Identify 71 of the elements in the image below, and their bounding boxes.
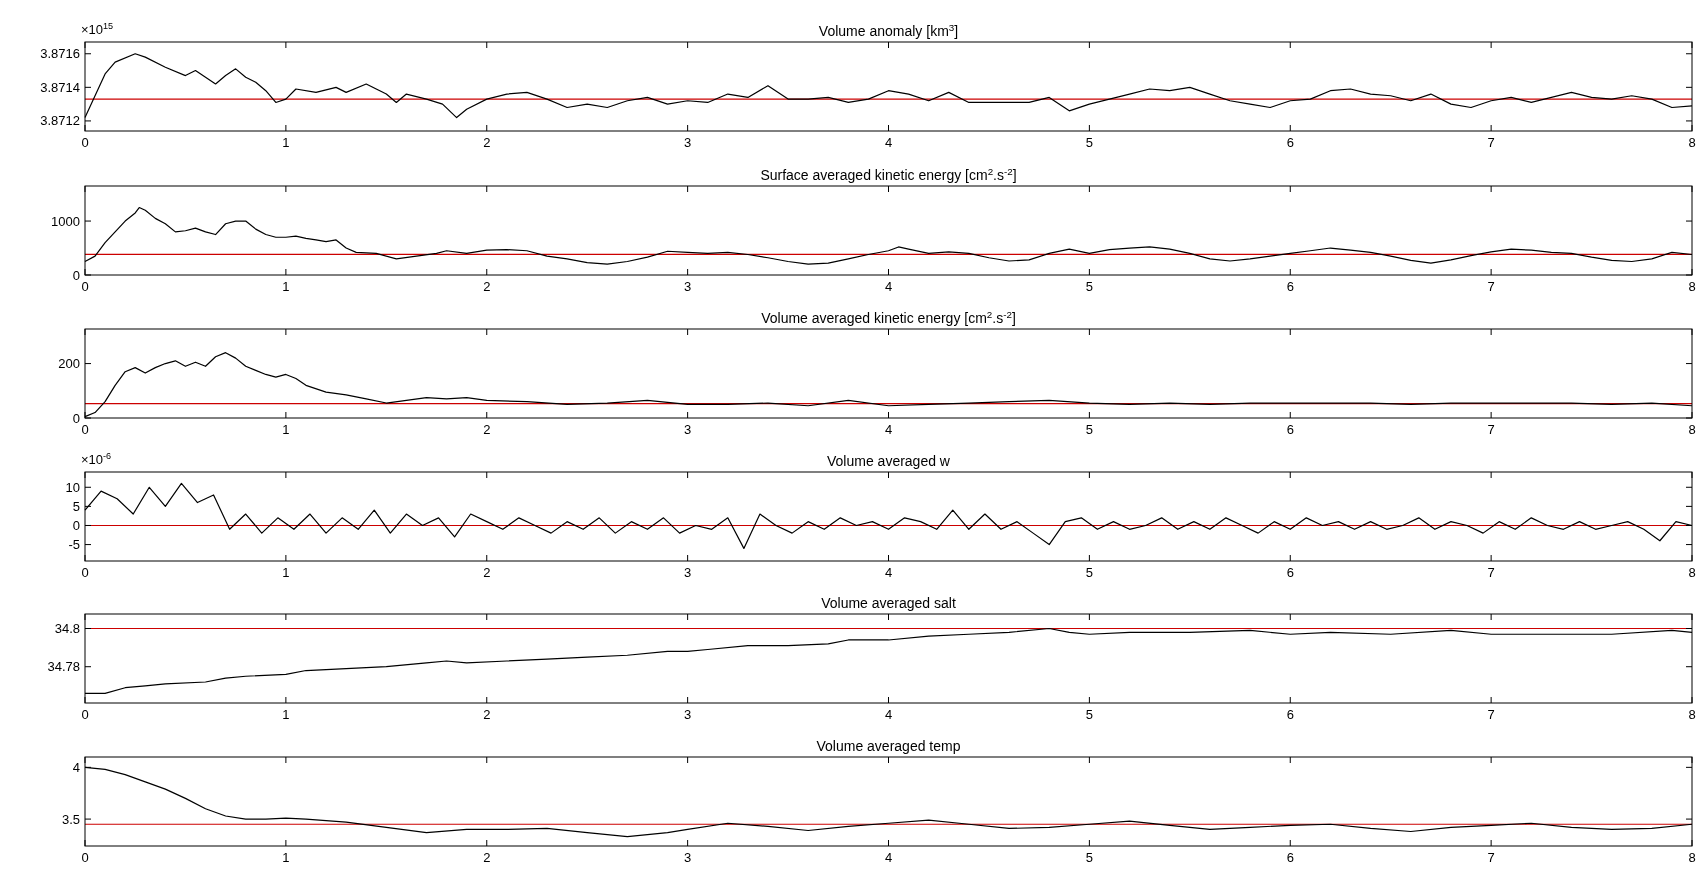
y-tick-label: 4 (72, 759, 80, 775)
y-tick-label: 0 (72, 517, 80, 533)
x-tick-label: 4 (884, 565, 893, 580)
x-tick-label: 3 (684, 565, 692, 580)
x-tick-label: 3 (684, 707, 692, 722)
x-tick-label: 2 (483, 422, 491, 437)
chart-title: Volume averaged temp (816, 738, 961, 754)
x-tick-label: 7 (1487, 135, 1495, 150)
x-tick-label: 5 (1085, 565, 1093, 580)
y-tick-label: -5 (68, 537, 80, 553)
y-tick-label: 1000 (51, 213, 80, 229)
x-tick-label: 7 (1487, 422, 1495, 437)
x-tick-label: 8 (1688, 565, 1696, 580)
chart-title: Volume averaged kinetic energy [cm$^{2}$.s$^{-2}$] (761, 308, 1016, 326)
x-tick-label: 1 (282, 565, 290, 580)
x-tick-label: 5 (1085, 850, 1093, 865)
x-tick-label: 8 (1688, 135, 1696, 150)
x-tick-label: 3 (684, 135, 692, 150)
x-tick-label: 7 (1487, 565, 1495, 580)
x-tick-label: 4 (884, 707, 893, 722)
x-tick-label: 1 (282, 850, 290, 865)
y-tick-label: 10 (65, 479, 80, 495)
x-tick-label: 4 (884, 279, 893, 294)
y-tick-label: 34.78 (47, 659, 80, 675)
x-tick-label: 6 (1286, 279, 1294, 294)
x-tick-label: 1 (282, 279, 290, 294)
y-tick-label: 3.8714 (40, 79, 80, 95)
x-tick-label: 4 (884, 422, 893, 437)
x-tick-label: 2 (483, 850, 491, 865)
y-tick-label: 3.8712 (40, 113, 80, 129)
x-tick-label: 6 (1286, 850, 1294, 865)
x-tick-label: 6 (1286, 135, 1294, 150)
text: ×10$^{15}$ (81, 21, 114, 37)
x-tick-label: 5 (1085, 279, 1093, 294)
y-tick-label: 34.8 (54, 621, 80, 637)
x-tick-label: 8 (1688, 422, 1696, 437)
x-tick-label: 2 (483, 707, 491, 722)
x-tick-label: 5 (1085, 135, 1093, 150)
chart-title: Volume averaged w (827, 453, 951, 469)
x-tick-label: 3 (684, 850, 692, 865)
y-tick-label: 3.5 (61, 811, 80, 827)
x-tick-label: 3 (684, 279, 692, 294)
y-tick-label: 0 (72, 410, 80, 426)
x-tick-label: 1 (282, 135, 290, 150)
x-tick-label: 2 (483, 565, 491, 580)
x-tick-label: 7 (1487, 279, 1495, 294)
chart-title: Surface averaged kinetic energy [cm$^{2}$.s$^{-2}$] (760, 165, 1017, 183)
x-tick-label: 2 (483, 135, 491, 150)
x-tick-label: 8 (1688, 707, 1696, 722)
x-tick-label: 3 (684, 422, 692, 437)
y-tick-label: 200 (58, 356, 80, 372)
x-tick-label: 6 (1286, 422, 1294, 437)
x-tick-label: 1 (282, 422, 290, 437)
chart-title: Volume averaged salt (821, 595, 956, 611)
x-tick-label: 2 (483, 279, 491, 294)
chart-title: Volume anomaly [km$^{3}$] (818, 21, 959, 39)
x-tick-label: 6 (1286, 565, 1294, 580)
x-tick-label: 6 (1286, 707, 1294, 722)
x-tick-label: 7 (1487, 850, 1495, 865)
x-tick-label: 4 (884, 850, 893, 865)
x-tick-label: 8 (1688, 279, 1696, 294)
y-tick-label: 0 (72, 267, 80, 283)
x-tick-label: 5 (1085, 422, 1093, 437)
x-tick-label: 4 (884, 135, 893, 150)
y-tick-label: 5 (72, 498, 80, 514)
x-tick-label: 8 (1688, 850, 1696, 865)
y-tick-label: 3.8716 (40, 46, 80, 62)
text: ×10$^{-6}$ (81, 451, 112, 467)
x-tick-label: 1 (282, 707, 290, 722)
x-tick-label: 5 (1085, 707, 1093, 722)
x-tick-label: 7 (1487, 707, 1495, 722)
